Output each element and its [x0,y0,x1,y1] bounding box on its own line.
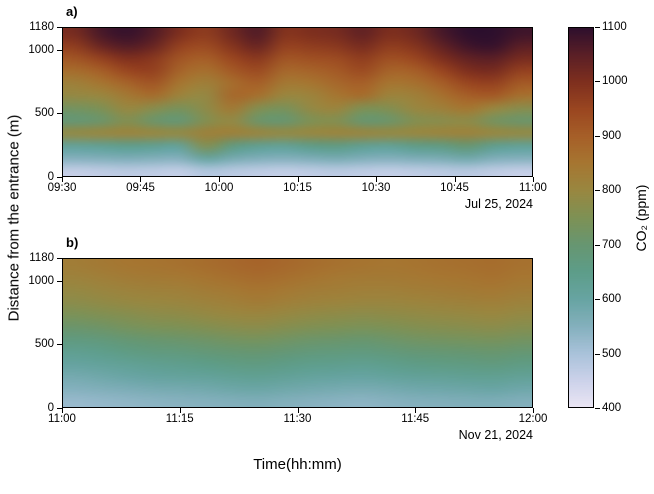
x-tick-mark [533,177,534,182]
x-tick-mark [415,408,417,413]
y-tick-mark [57,113,62,115]
colorbar-tick-mark [595,408,600,409]
y-tick-label: 500 [34,338,54,351]
x-tick-label: 10:00 [204,182,234,194]
heatmap-panel-a [62,27,533,177]
y-tick-mark [57,177,62,178]
x-tick-marks-b [62,408,534,413]
x-tick-label: 10:15 [283,182,312,194]
x-tick-mark [179,408,181,413]
colorbar-tick-label: 700 [602,238,622,251]
y-tick-mark [57,27,62,28]
y-axis-label: Distance from the entrance (m) [5,114,23,322]
x-tick-label: 10:30 [361,182,391,194]
x-tick-mark [454,177,456,182]
y-tick-label: 1180 [29,21,54,33]
colorbar-tick-label: 1100 [602,21,627,33]
heatmap-canvas-b [62,258,533,408]
colorbar-canvas [568,27,594,408]
y-tick-label: 1000 [28,274,54,287]
x-tick-label: 11:00 [48,413,76,425]
y-tick-marks-a [57,27,62,178]
y-tick-label: 1000 [28,43,54,56]
y-tick-label: 0 [47,402,54,414]
colorbar-tick-mark [595,353,600,355]
colorbar-tick-marks [595,27,600,409]
panel-b-label: b) [66,235,79,250]
heatmap-canvas-a [62,27,533,177]
x-tick-label: 11:45 [401,413,430,425]
date-label-b: Nov 21, 2024 [458,428,533,442]
colorbar [568,27,594,408]
panel-a-label: a) [66,4,78,19]
colorbar-tick-mark [595,135,600,137]
x-tick-mark [62,408,63,413]
x-tick-mark [140,177,142,182]
x-tick-labels-b: 11:00 11:15 11:30 11:45 12:00 [48,413,547,427]
x-tick-label: 09:30 [47,182,77,194]
x-tick-mark [533,408,534,413]
x-tick-label: 12:00 [518,413,548,425]
colorbar-tick-label: 400 [602,402,622,414]
heatmap-panel-b [62,258,533,408]
colorbar-tick-mark [595,299,600,301]
x-tick-label: 11:30 [283,413,312,425]
y-tick-mark [57,408,62,409]
x-tick-mark [375,177,377,182]
x-tick-mark [297,408,299,413]
y-tick-label: 500 [34,107,54,120]
y-tick-labels-a: 0 500 1000 1180 [0,21,54,183]
x-axis-label: Time(hh:mm) [253,456,342,473]
colorbar-tick-label: 800 [602,184,622,197]
colorbar-tick-mark [595,27,600,28]
colorbar-label: CO₂ (ppm) [633,184,649,252]
date-label-a: Jul 25, 2024 [464,197,533,211]
y-tick-label: 1180 [29,252,54,264]
x-tick-marks-a [62,177,534,182]
y-tick-mark [57,49,62,51]
y-tick-mark [57,258,62,259]
colorbar-tick-labels: 400 500 600 700 800 900 1000 1100 [602,21,642,414]
x-tick-mark [297,177,299,182]
x-tick-mark [218,177,220,182]
colorbar-tick-mark [595,190,600,192]
x-tick-mark [62,177,63,182]
colorbar-tick-mark [595,81,600,83]
y-tick-marks-b [57,258,62,409]
y-tick-mark [57,280,62,282]
colorbar-tick-label: 600 [602,293,622,306]
colorbar-tick-label: 1000 [602,75,628,88]
y-tick-mark [57,344,62,346]
y-tick-label: 0 [47,171,54,183]
x-tick-label: 11:15 [165,413,194,425]
colorbar-tick-mark [595,244,600,246]
colorbar-tick-label: 900 [602,129,622,142]
colorbar-tick-label: 500 [602,347,622,360]
x-tick-label: 09:45 [126,182,155,194]
x-tick-labels-a: 09:30 09:45 10:00 10:15 10:30 10:45 11:00 [48,182,547,196]
y-tick-labels-b: 0 500 1000 1180 [0,252,54,414]
x-tick-label: 10:45 [440,182,469,194]
x-tick-label: 11:00 [519,182,547,194]
